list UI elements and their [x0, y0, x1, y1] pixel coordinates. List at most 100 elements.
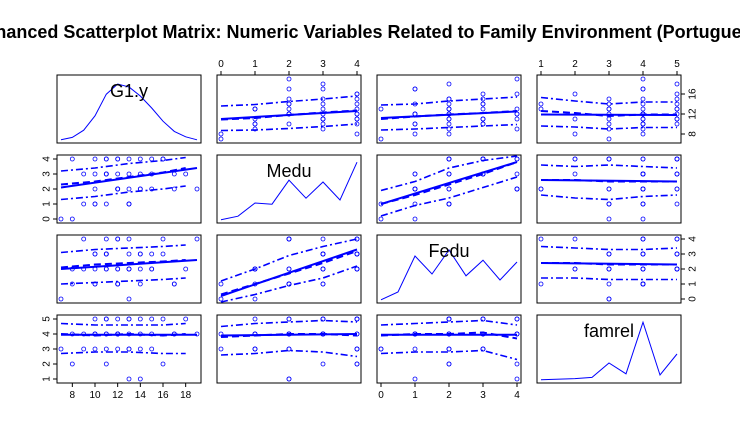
data-point — [137, 316, 143, 322]
density-curve-famrel — [540, 320, 678, 381]
x-tick-label-Fedu: 1 — [412, 390, 418, 401]
data-point — [103, 201, 109, 207]
data-point — [69, 156, 75, 162]
data-point — [160, 361, 166, 367]
data-point — [92, 251, 98, 257]
data-point — [218, 136, 224, 142]
data-point — [126, 171, 132, 177]
spread-lower-line — [380, 176, 518, 217]
data-point — [126, 266, 132, 272]
data-point — [320, 266, 326, 272]
smooth-line — [60, 259, 186, 269]
data-point — [378, 136, 384, 142]
data-point — [446, 171, 452, 177]
spread-lower-line — [220, 123, 358, 132]
data-point — [446, 121, 452, 127]
data-point — [354, 346, 360, 352]
data-point — [572, 156, 578, 162]
data-point — [126, 316, 132, 322]
data-point — [149, 316, 155, 322]
data-point — [514, 126, 520, 132]
data-point — [606, 281, 612, 287]
y-tick-label-famrel: 4 — [42, 331, 53, 337]
y-tick-label-Fedu: 4 — [688, 236, 699, 242]
data-point — [183, 171, 189, 177]
data-point — [252, 316, 258, 322]
data-point — [606, 266, 612, 272]
data-point — [572, 116, 578, 122]
data-point — [92, 186, 98, 192]
spread-lower-line — [60, 185, 186, 201]
data-point — [446, 101, 452, 107]
smooth-line — [541, 179, 677, 183]
data-point — [514, 186, 520, 192]
data-point — [354, 121, 360, 127]
data-point — [640, 131, 646, 137]
data-point — [640, 86, 646, 92]
data-point — [674, 236, 680, 242]
y-tick-label-Medu: 0 — [42, 216, 53, 222]
data-point — [606, 96, 612, 102]
data-point — [115, 156, 121, 162]
data-point — [183, 266, 189, 272]
data-point — [320, 251, 326, 257]
spread-upper-line — [540, 164, 678, 169]
y-tick-label-famrel: 5 — [42, 316, 53, 322]
data-point — [103, 361, 109, 367]
y-tick-label-famrel: 1 — [42, 376, 53, 382]
data-point — [412, 121, 418, 127]
data-point — [69, 216, 75, 222]
data-point — [252, 106, 258, 112]
data-point — [286, 376, 292, 382]
data-point — [674, 201, 680, 207]
x-tick-label-famrel: 1 — [538, 59, 544, 70]
smooth-line — [60, 332, 186, 337]
panel-frame-Fedu-Medu — [216, 234, 362, 304]
data-point — [674, 121, 680, 127]
data-point — [354, 116, 360, 122]
data-point — [674, 91, 680, 97]
data-point — [412, 171, 418, 177]
data-point — [115, 266, 121, 272]
data-point — [354, 131, 360, 137]
data-point — [480, 346, 486, 352]
y-tick-label-famrel: 2 — [42, 361, 53, 367]
data-point — [640, 106, 646, 112]
panel-frame-Medu-Fedu — [376, 154, 522, 224]
data-point — [640, 121, 646, 127]
data-point — [286, 101, 292, 107]
smooth-line — [60, 167, 186, 186]
data-point — [320, 126, 326, 132]
data-point — [218, 281, 224, 287]
y-tick-label-G1y: 16 — [688, 88, 699, 100]
data-point — [446, 186, 452, 192]
data-point — [446, 346, 452, 352]
x-tick-label-G1y: 12 — [112, 390, 124, 401]
data-point — [674, 106, 680, 112]
data-point — [286, 121, 292, 127]
data-point — [674, 156, 680, 162]
data-point — [81, 346, 87, 352]
data-point — [320, 281, 326, 287]
spread-upper-line — [60, 244, 186, 254]
data-point — [480, 316, 486, 322]
data-point — [674, 96, 680, 102]
data-point — [480, 116, 486, 122]
panel-frame-Medu-famrel — [536, 154, 682, 224]
x-tick-label-Medu: 0 — [218, 59, 224, 70]
data-point — [126, 156, 132, 162]
y-tick-label-Fedu: 3 — [688, 251, 699, 257]
data-point — [640, 281, 646, 287]
data-point — [218, 131, 224, 137]
data-point — [606, 216, 612, 222]
data-point — [640, 201, 646, 207]
data-point — [640, 266, 646, 272]
data-point — [126, 201, 132, 207]
data-point — [115, 236, 121, 242]
y-tick-label-Medu: 3 — [42, 171, 53, 177]
data-point — [58, 296, 64, 302]
data-point — [446, 96, 452, 102]
data-point — [92, 346, 98, 352]
data-point — [115, 346, 121, 352]
